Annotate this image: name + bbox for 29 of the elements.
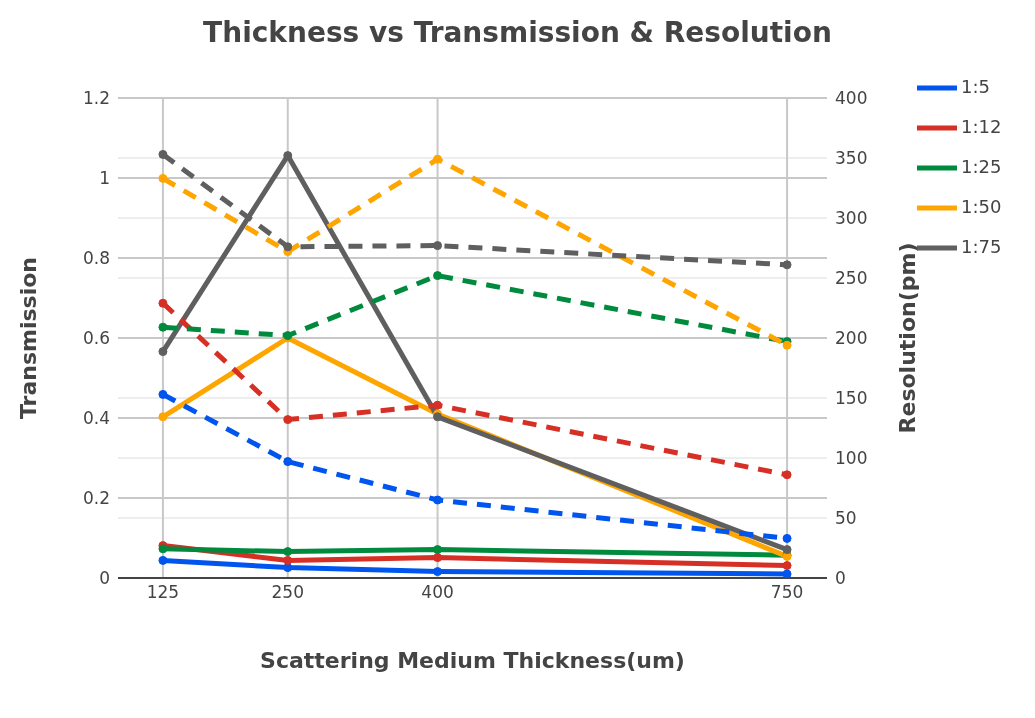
- y-tick-label: 0.4: [82, 408, 110, 429]
- legend-label: 1:50: [961, 196, 1002, 217]
- x-axis-title: Scattering Medium Thickness(um): [260, 648, 685, 673]
- y-tick-label: 1.2: [82, 88, 110, 109]
- y2-tick-label: 100: [835, 448, 868, 469]
- y2-tick-label: 350: [835, 148, 868, 169]
- y-tick-label: 0.8: [82, 248, 110, 269]
- y2-tick-label: 150: [835, 388, 868, 409]
- y2-tick-label: 200: [835, 328, 868, 349]
- y2-axis-title: Resolution(pm): [894, 242, 920, 434]
- legend-label: 1:12: [961, 116, 1002, 137]
- legend-label: 1:75: [961, 236, 1002, 257]
- y-tick-label: 0.2: [82, 488, 110, 509]
- x-tick-label: 125: [146, 582, 180, 603]
- chart-title: Thickness vs Transmission & Resolution: [202, 15, 833, 51]
- x-tick-label: 750: [770, 582, 804, 603]
- y2-tick-label: 250: [835, 268, 868, 289]
- y2-tick-label: 400: [835, 88, 868, 109]
- y2-tick-label: 0: [835, 568, 846, 589]
- y-tick-label: 1: [99, 168, 110, 189]
- legend-label: 1:5: [961, 76, 990, 97]
- y-tick-label: 0: [99, 568, 110, 589]
- y2-tick-label: 300: [835, 208, 868, 229]
- legend-label: 1:25: [961, 156, 1002, 177]
- y-tick-label: 0.6: [82, 328, 110, 349]
- x-tick-label: 250: [271, 582, 304, 603]
- y-axis-title: Transmission: [15, 256, 41, 420]
- y2-tick-label: 50: [835, 508, 857, 529]
- x-tick-label: 400: [421, 582, 454, 603]
